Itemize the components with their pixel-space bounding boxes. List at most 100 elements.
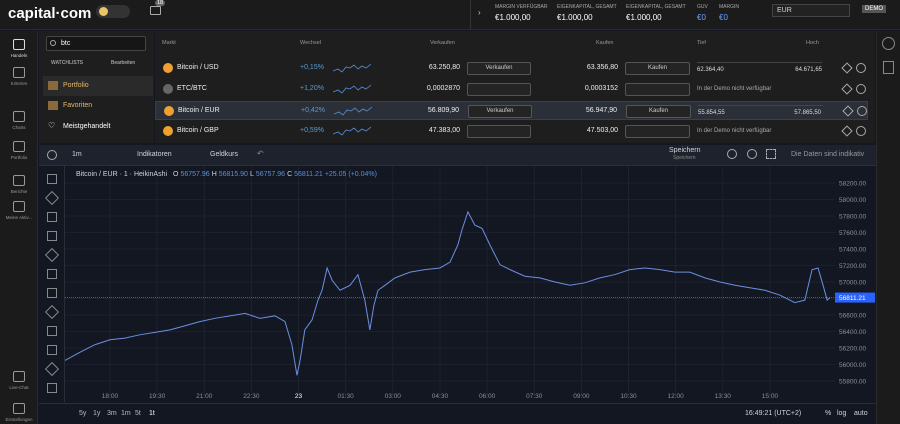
range-bar	[697, 62, 822, 63]
tool-icon[interactable]	[47, 345, 57, 355]
percent-toggle[interactable]: %	[825, 410, 832, 417]
column-header: Verkaufen	[430, 40, 455, 46]
sell-button[interactable]	[467, 125, 531, 138]
doc-icon[interactable]	[883, 61, 894, 74]
legend-key: C	[287, 171, 293, 178]
fullscreen-icon[interactable]	[766, 149, 776, 159]
range-button[interactable]: 5t	[135, 410, 141, 417]
auto-toggle[interactable]: auto	[854, 410, 868, 417]
list-item[interactable]: Meistgehandelt ♡	[43, 118, 153, 138]
buy-button[interactable]: Kaufen	[626, 105, 691, 118]
tool-icon[interactable]	[44, 304, 60, 320]
currency-select[interactable]: EUR	[772, 4, 850, 17]
search-text: btc	[61, 40, 71, 47]
logo[interactable]: capital·com	[8, 5, 92, 22]
legend-value: 56757.96	[255, 171, 286, 178]
nav-icon[interactable]	[13, 175, 25, 186]
tool-icon[interactable]	[47, 326, 57, 336]
range-button[interactable]: 1m	[121, 410, 131, 417]
list-label: Meistgehandelt	[63, 123, 111, 130]
tool-icon[interactable]	[44, 190, 60, 206]
info-icon[interactable]	[882, 37, 895, 50]
list-label: Favoriten	[63, 102, 93, 109]
list-item[interactable]: Portfolio	[43, 76, 153, 96]
coin-icon	[163, 63, 173, 73]
favorite-icon[interactable]	[841, 62, 853, 74]
range-button[interactable]: 1y	[93, 410, 101, 417]
price-label: 56811.21	[839, 295, 866, 302]
list-item[interactable]: Favoriten	[43, 97, 153, 117]
sell-button[interactable]: Verkaufen	[468, 105, 532, 118]
x-tick-label: 12:00	[668, 393, 685, 400]
add-icon[interactable]	[856, 84, 866, 94]
expand-arrow[interactable]: ›	[478, 8, 481, 17]
undo[interactable]: ↶	[257, 149, 264, 158]
nav-label[interactable]: Live-Chat	[9, 385, 29, 390]
nav-label[interactable]: Berichte	[10, 189, 28, 194]
nav-icon[interactable]	[13, 371, 25, 382]
favorite-icon[interactable]	[841, 83, 853, 95]
add-icon[interactable]	[856, 63, 866, 73]
badge: 18	[155, 0, 166, 6]
right-sidebar	[876, 31, 900, 424]
add-icon[interactable]	[856, 126, 866, 136]
nav-icon[interactable]	[13, 67, 25, 78]
tool-icon[interactable]	[47, 269, 57, 279]
tool-icon[interactable]	[47, 212, 57, 222]
settings-icon[interactable]	[747, 149, 757, 159]
nav-label[interactable]: Handeln	[10, 53, 28, 58]
table-row[interactable]: Bitcoin / USD +0,15% 63.250,80 Verkaufen 63.…	[155, 59, 868, 78]
buy-button[interactable]	[625, 83, 690, 96]
range-button[interactable]: 1t	[149, 410, 155, 417]
search-box[interactable]: btc	[46, 36, 146, 51]
nav-label[interactable]: Kriterien	[10, 81, 28, 86]
favorite-icon[interactable]	[841, 125, 853, 137]
tool-icon[interactable]	[44, 247, 60, 263]
y-tick-label: 58200.00	[839, 180, 866, 187]
nav-label[interactable]: Charts	[12, 125, 26, 130]
edit-link[interactable]: Bearbeiten	[111, 60, 136, 66]
x-tick-label: 18:00	[102, 393, 119, 400]
table-row[interactable]: ETC/BTC +1,20% 0,0002870 0,0003152 In der De…	[155, 80, 868, 99]
price-type[interactable]: Geldkurs	[210, 151, 239, 158]
tool-icon[interactable]	[47, 231, 57, 241]
tool-icon[interactable]	[47, 383, 57, 393]
nav-label[interactable]: Meine Aktiv...	[5, 215, 33, 220]
tool-icon[interactable]	[44, 361, 60, 377]
y-tick-label: 57200.00	[839, 263, 866, 270]
nav-icon[interactable]	[13, 201, 25, 212]
buy-button[interactable]	[625, 125, 690, 138]
x-tick-label: 06:00	[479, 393, 496, 400]
theme-toggle[interactable]	[96, 5, 130, 18]
log-toggle[interactable]: log	[837, 410, 847, 417]
buy-button[interactable]: Kaufen	[625, 62, 690, 75]
nav-icon[interactable]	[13, 111, 25, 122]
market-name: Bitcoin / GBP	[177, 127, 219, 134]
x-tick-label: 22:30	[243, 393, 260, 400]
watchlist-title: WATCHLISTS	[51, 60, 84, 66]
interval[interactable]: 1m	[72, 151, 82, 158]
table-row[interactable]: Bitcoin / GBP +0,59% 47.383,00 47.503,00 In …	[155, 122, 868, 141]
sell-price: 47.383,00	[428, 127, 460, 134]
tool-icon[interactable]	[47, 288, 57, 298]
indicators[interactable]: Indikatoren	[137, 151, 172, 158]
nav-label[interactable]: Portfolio	[10, 155, 28, 160]
tool-icon[interactable]	[47, 174, 57, 184]
range-button[interactable]: 3m	[107, 410, 117, 417]
range-button[interactable]: 5y	[79, 410, 87, 417]
nav-label[interactable]: Einstellungen	[5, 417, 33, 422]
nav-icon[interactable]	[13, 403, 25, 414]
save[interactable]: Speichern	[669, 147, 701, 154]
nav-icon[interactable]	[13, 141, 25, 152]
add-icon[interactable]	[47, 150, 57, 160]
clock: 16:49:21 (UTC+2)	[745, 410, 802, 417]
camera-icon[interactable]	[727, 149, 737, 159]
market-name: ETC/BTC	[177, 85, 207, 92]
sell-button[interactable]: Verkaufen	[467, 62, 531, 75]
add-icon[interactable]	[857, 106, 867, 116]
favorite-icon[interactable]	[842, 105, 854, 117]
inbox-icon[interactable]	[150, 6, 161, 15]
sell-button[interactable]	[467, 83, 531, 96]
nav-icon[interactable]	[13, 39, 25, 50]
table-row[interactable]: Bitcoin / EUR +0,42% 56.809,90 Verkaufen 56.…	[155, 101, 868, 120]
